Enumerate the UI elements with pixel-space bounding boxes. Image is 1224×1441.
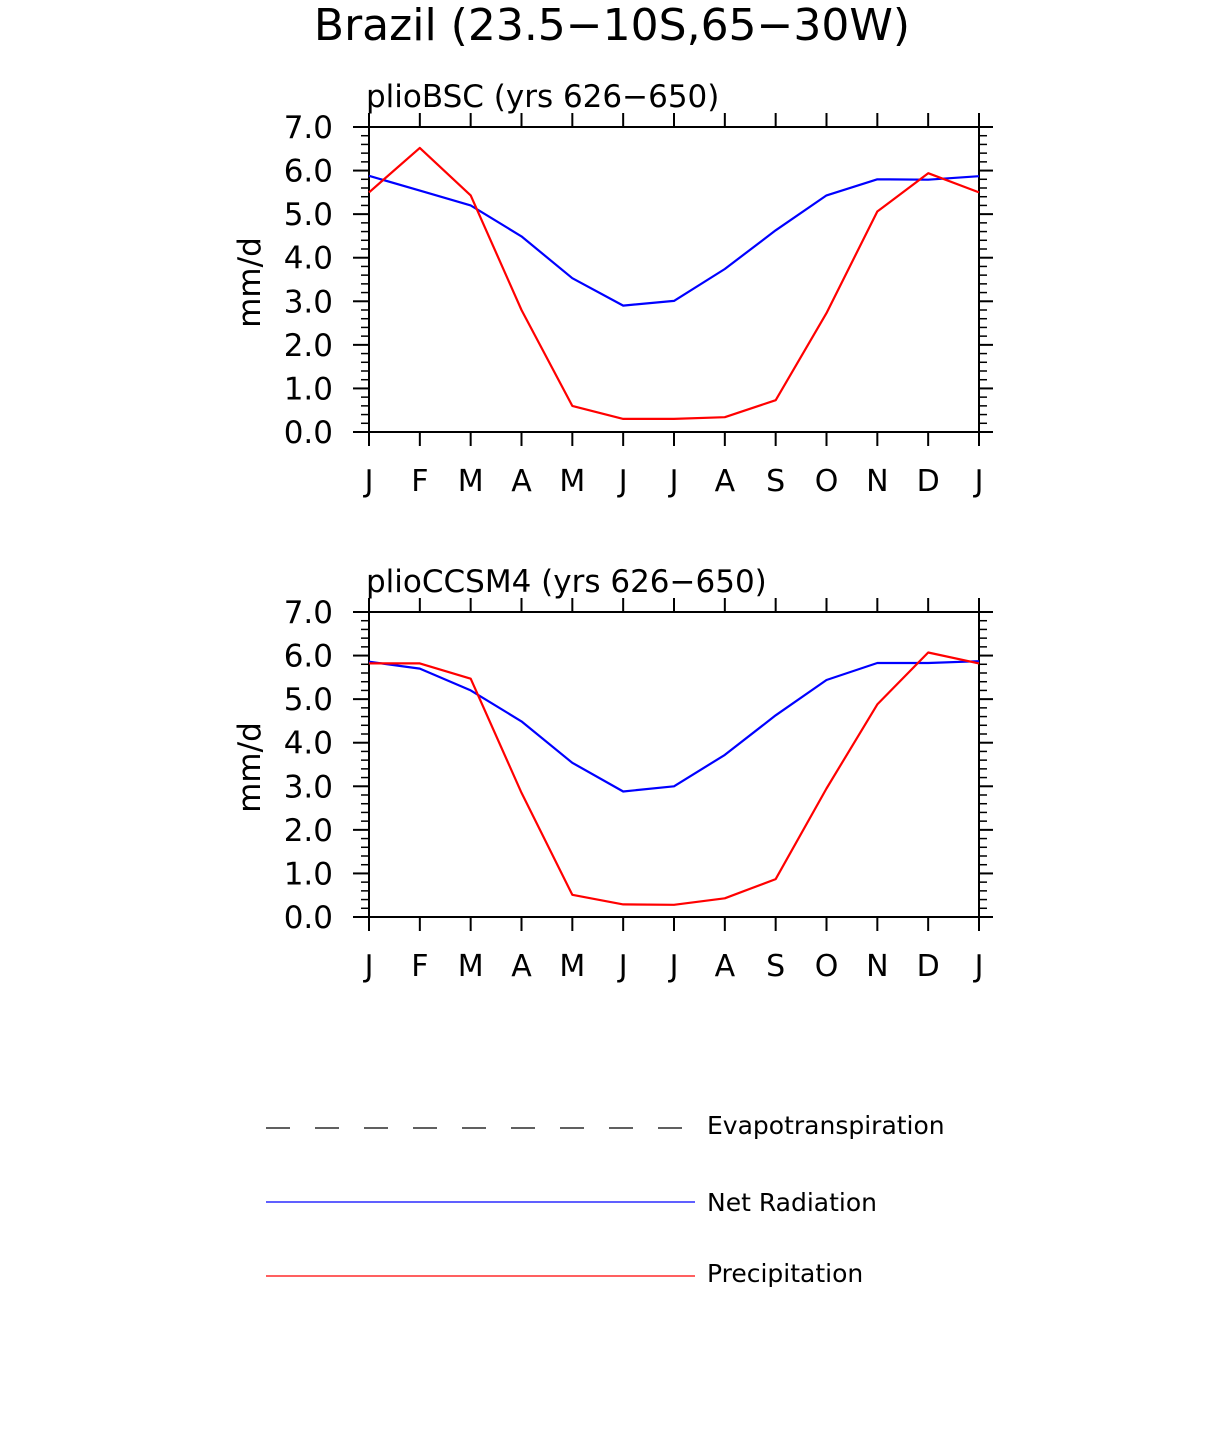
- x-tick-label: M: [458, 464, 484, 499]
- x-tick-label: M: [559, 949, 585, 984]
- x-tick-label: M: [458, 949, 484, 984]
- x-tick-label: A: [715, 949, 736, 984]
- page-title: Brazil (23.5−10S,65−30W): [314, 0, 910, 51]
- x-tick-label: S: [766, 949, 785, 984]
- y-tick-label: 4.0: [284, 241, 333, 277]
- plot-frame: [368, 611, 980, 918]
- series-line-net-radiation: [368, 660, 980, 793]
- y-tick-label: 5.0: [284, 197, 333, 233]
- x-tick-label: F: [411, 464, 428, 499]
- x-tick-label: J: [973, 464, 984, 499]
- chart-title: plioBSC (yrs 626−650): [366, 79, 719, 115]
- y-tick-label: 6.0: [284, 639, 333, 675]
- y-tick-label: 3.0: [284, 769, 333, 805]
- y-axis-label: mm/d: [232, 722, 268, 813]
- x-tick-label: A: [715, 464, 736, 499]
- y-tick-label: 1.0: [284, 371, 333, 407]
- x-tick-label: N: [866, 949, 888, 984]
- legend-precipitation-label: Precipitation: [707, 1259, 863, 1288]
- x-tick-label: D: [917, 464, 940, 499]
- x-tick-label: D: [917, 949, 940, 984]
- x-tick-label: S: [766, 464, 785, 499]
- y-tick-label: 6.0: [284, 154, 333, 190]
- series-line-precipitation: [368, 146, 980, 420]
- x-tick-label: J: [617, 464, 628, 499]
- x-tick-label: O: [815, 464, 839, 499]
- y-tick-label: 7.0: [284, 595, 333, 631]
- y-tick-label: 1.0: [284, 856, 333, 892]
- chart-title: plioCCSM4 (yrs 626−650): [366, 564, 767, 600]
- x-tick-label: F: [411, 949, 428, 984]
- y-tick-label: 2.0: [284, 813, 333, 849]
- series-line-net-radiation: [368, 174, 980, 307]
- legend-net-radiation-label: Net Radiation: [707, 1188, 877, 1217]
- chart-2: plioCCSM4 (yrs 626−650) mm/d 0.0 1.0 2.0 3.0 4…: [232, 564, 993, 984]
- x-tick-label: N: [866, 464, 888, 499]
- y-tick-label: 0.0: [284, 900, 333, 936]
- x-tick-label: J: [363, 464, 374, 499]
- legend-evapotranspiration-label: Evapotranspiration: [707, 1111, 945, 1140]
- series-line-precipitation: [369, 651, 980, 906]
- x-tick-label: A: [511, 949, 532, 984]
- y-tick-label: 4.0: [284, 726, 333, 762]
- x-tick-label: J: [668, 464, 679, 499]
- y-tick-label: 7.0: [284, 110, 333, 146]
- chart-1: plioBSC (yrs 626−650) mm/d 0.0 1.0 2.0 3.0 4.0…: [232, 79, 993, 499]
- plot-frame: [368, 126, 980, 433]
- x-tick-label: J: [668, 949, 679, 984]
- y-tick-label: 5.0: [284, 682, 333, 718]
- x-tick-label: M: [559, 464, 585, 499]
- y-tick-label: 3.0: [284, 284, 333, 320]
- y-tick-label: 0.0: [284, 415, 333, 451]
- y-axis-label: mm/d: [232, 237, 268, 328]
- x-tick-label: J: [973, 949, 984, 984]
- x-tick-label: O: [815, 949, 839, 984]
- legend: Evapotranspiration Net Radiation Precipi…: [266, 1111, 945, 1288]
- x-tick-label: J: [617, 949, 628, 984]
- x-tick-label: J: [363, 949, 374, 984]
- y-tick-label: 2.0: [284, 328, 333, 364]
- x-tick-label: A: [511, 464, 532, 499]
